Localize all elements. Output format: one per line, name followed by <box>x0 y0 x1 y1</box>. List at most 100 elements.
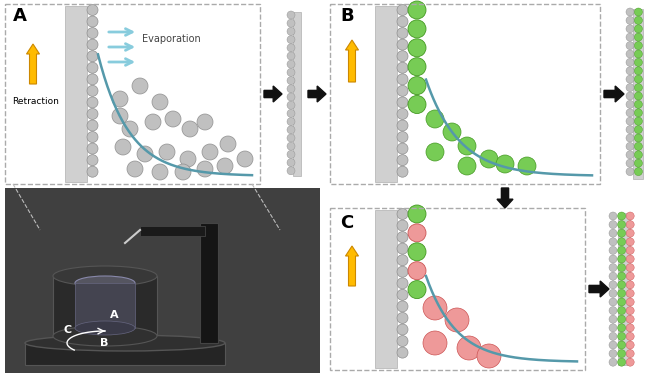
Text: A: A <box>110 310 118 320</box>
Circle shape <box>408 1 426 19</box>
Circle shape <box>408 224 426 242</box>
Circle shape <box>87 5 98 15</box>
Circle shape <box>618 264 625 271</box>
Circle shape <box>626 100 634 109</box>
Polygon shape <box>308 86 326 102</box>
Circle shape <box>626 67 634 75</box>
Circle shape <box>618 333 625 340</box>
Circle shape <box>408 243 426 261</box>
Circle shape <box>122 121 138 137</box>
Circle shape <box>87 120 98 131</box>
Circle shape <box>112 91 128 107</box>
Circle shape <box>634 117 642 125</box>
Circle shape <box>87 16 98 27</box>
Circle shape <box>626 333 634 340</box>
Circle shape <box>397 243 408 254</box>
Circle shape <box>626 134 634 142</box>
Circle shape <box>634 41 642 50</box>
Circle shape <box>287 68 295 77</box>
Circle shape <box>287 60 295 68</box>
Circle shape <box>287 118 295 126</box>
Bar <box>140 226 205 236</box>
Circle shape <box>626 229 634 237</box>
Bar <box>5 188 320 373</box>
Circle shape <box>609 212 617 220</box>
Bar <box>618 213 630 365</box>
Circle shape <box>202 144 218 160</box>
Bar <box>375 210 397 368</box>
Circle shape <box>609 341 617 349</box>
Circle shape <box>634 25 642 33</box>
Circle shape <box>618 349 625 358</box>
Circle shape <box>445 308 469 332</box>
Circle shape <box>626 212 634 220</box>
Circle shape <box>609 281 617 289</box>
Circle shape <box>397 85 408 97</box>
Circle shape <box>626 109 634 117</box>
FancyArrow shape <box>346 40 359 82</box>
Circle shape <box>397 278 408 289</box>
Circle shape <box>618 341 625 349</box>
Circle shape <box>287 126 295 134</box>
Bar <box>330 208 585 370</box>
Circle shape <box>626 238 634 246</box>
Circle shape <box>397 16 408 27</box>
Ellipse shape <box>25 335 225 351</box>
Circle shape <box>609 238 617 246</box>
Polygon shape <box>589 281 609 297</box>
Circle shape <box>408 95 426 113</box>
Bar <box>330 4 600 184</box>
Circle shape <box>426 143 444 161</box>
Circle shape <box>634 109 642 117</box>
Circle shape <box>618 212 625 220</box>
Circle shape <box>618 238 625 246</box>
Circle shape <box>626 341 634 349</box>
FancyArrow shape <box>27 44 40 84</box>
Circle shape <box>634 8 642 16</box>
Circle shape <box>626 75 634 83</box>
Circle shape <box>626 159 634 167</box>
Ellipse shape <box>53 326 157 346</box>
Circle shape <box>626 50 634 58</box>
Circle shape <box>287 11 295 19</box>
Circle shape <box>480 150 498 168</box>
Circle shape <box>609 264 617 271</box>
Circle shape <box>397 120 408 131</box>
Circle shape <box>165 111 181 127</box>
Circle shape <box>87 97 98 108</box>
Polygon shape <box>497 188 513 208</box>
Circle shape <box>626 25 634 33</box>
Circle shape <box>287 134 295 142</box>
Circle shape <box>397 143 408 154</box>
Circle shape <box>618 272 625 280</box>
Circle shape <box>87 109 98 120</box>
Text: C: C <box>340 214 353 232</box>
Circle shape <box>397 290 408 300</box>
Circle shape <box>408 39 426 57</box>
Circle shape <box>618 221 625 228</box>
Circle shape <box>626 281 634 289</box>
Text: Evaporation: Evaporation <box>142 34 201 44</box>
Circle shape <box>397 39 408 50</box>
Ellipse shape <box>53 266 157 286</box>
Circle shape <box>287 28 295 35</box>
Circle shape <box>87 62 98 73</box>
Circle shape <box>115 139 131 155</box>
Circle shape <box>397 132 408 143</box>
Bar <box>293 12 301 176</box>
Circle shape <box>397 74 408 85</box>
Circle shape <box>609 324 617 332</box>
Circle shape <box>626 264 634 271</box>
Circle shape <box>609 349 617 358</box>
Circle shape <box>397 51 408 62</box>
Ellipse shape <box>75 276 135 290</box>
Circle shape <box>618 247 625 254</box>
Circle shape <box>618 281 625 289</box>
Circle shape <box>634 151 642 159</box>
Circle shape <box>618 358 625 366</box>
Circle shape <box>626 151 634 159</box>
Circle shape <box>477 344 501 368</box>
Circle shape <box>287 44 295 52</box>
Circle shape <box>197 161 213 177</box>
Circle shape <box>397 266 408 277</box>
